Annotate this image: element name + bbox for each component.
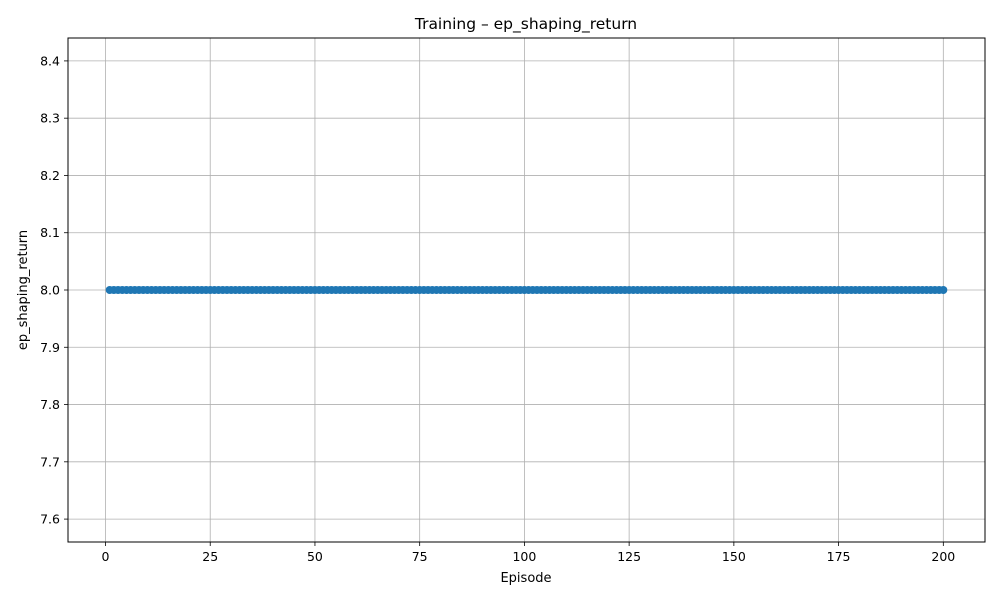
x-tick-label: 75 xyxy=(412,549,428,564)
y-tick-label: 7.7 xyxy=(40,454,60,469)
x-tick-label: 50 xyxy=(307,549,323,564)
y-tick-label: 8.3 xyxy=(40,111,60,126)
x-tick-label: 25 xyxy=(202,549,218,564)
x-tick-label: 175 xyxy=(827,549,851,564)
y-tick-label: 7.8 xyxy=(40,397,60,412)
y-tick-label: 8.0 xyxy=(40,283,60,298)
chart-title: Training – ep_shaping_return xyxy=(414,15,637,34)
x-tick-label: 0 xyxy=(102,549,110,564)
y-axis-label: ep_shaping_return xyxy=(16,230,31,350)
x-tick-label: 150 xyxy=(722,549,746,564)
y-tick-label: 8.1 xyxy=(40,225,60,240)
y-tick-label: 7.9 xyxy=(40,340,60,355)
x-tick-label: 125 xyxy=(617,549,641,564)
data-point xyxy=(939,286,948,294)
y-axis: 7.6 7.7 7.8 7.9 8.0 8.1 8.2 8.3 8.4 xyxy=(40,53,68,527)
y-tick-label: 7.6 xyxy=(40,512,60,527)
x-axis-label: Episode xyxy=(500,571,551,586)
series-line xyxy=(105,286,948,294)
x-tick-label: 200 xyxy=(931,549,955,564)
y-tick-label: 8.4 xyxy=(40,53,60,68)
x-tick-label: 100 xyxy=(512,549,536,564)
y-tick-label: 8.2 xyxy=(40,168,60,183)
x-axis: 0 25 50 75 100 125 150 175 200 xyxy=(102,542,955,564)
